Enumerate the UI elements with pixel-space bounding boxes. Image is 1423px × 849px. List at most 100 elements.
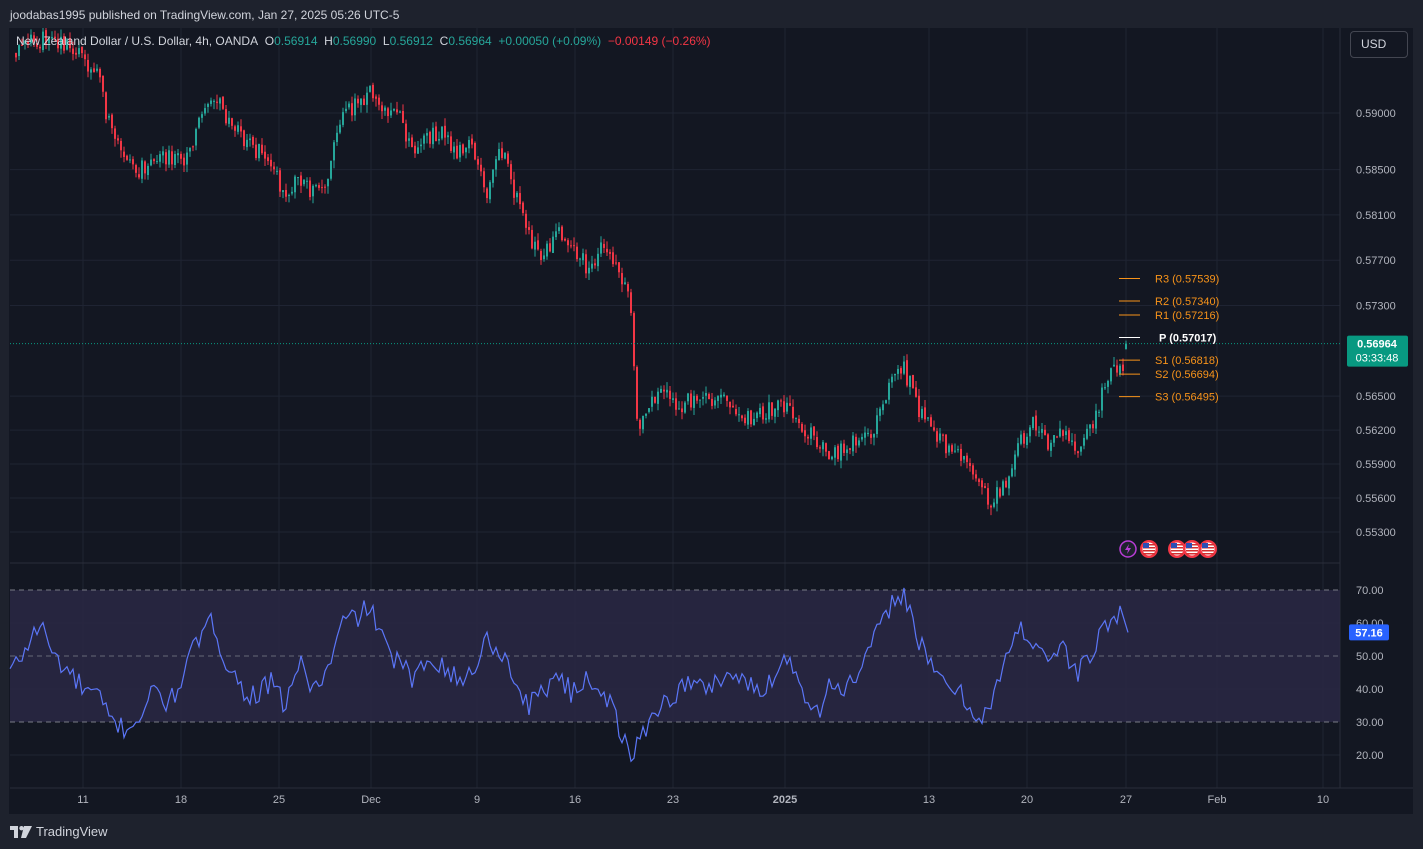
candle-body bbox=[1092, 424, 1094, 429]
candle-body bbox=[120, 140, 122, 151]
candle-body bbox=[507, 153, 509, 164]
candle-body bbox=[699, 399, 701, 401]
time-axis-tick: 13 bbox=[923, 794, 935, 806]
candle bbox=[786, 397, 788, 415]
candle bbox=[921, 406, 923, 420]
candle bbox=[1125, 340, 1127, 350]
candle-body bbox=[1005, 480, 1007, 488]
candle-body bbox=[183, 157, 185, 166]
candle-body bbox=[423, 135, 425, 144]
pivot-label-s3: S3 (0.56495) bbox=[1155, 392, 1219, 404]
candle-body bbox=[1122, 364, 1124, 371]
candle bbox=[54, 30, 56, 43]
candle-body bbox=[45, 30, 47, 44]
candle-body bbox=[912, 374, 914, 388]
candle bbox=[114, 125, 116, 147]
candle-body bbox=[477, 159, 479, 165]
candle bbox=[546, 240, 548, 260]
candle-body bbox=[384, 107, 386, 111]
us-flag-icon[interactable] bbox=[1183, 540, 1201, 558]
candle-body bbox=[207, 103, 209, 107]
candle-body bbox=[414, 145, 416, 154]
candle-body bbox=[651, 396, 653, 407]
candle-body bbox=[405, 123, 407, 142]
candle bbox=[504, 151, 506, 160]
candle bbox=[930, 414, 932, 427]
candle bbox=[609, 249, 611, 260]
candle bbox=[93, 62, 95, 73]
time-axis-tick: 16 bbox=[569, 794, 581, 806]
candle-body bbox=[801, 423, 803, 432]
rsi-axis-tick: 70.00 bbox=[1356, 585, 1384, 597]
candle-body bbox=[123, 151, 125, 157]
candle bbox=[870, 429, 872, 445]
us-flag-icon[interactable] bbox=[1140, 540, 1158, 558]
candle bbox=[831, 455, 833, 461]
candle-body bbox=[924, 407, 926, 420]
candle bbox=[690, 389, 692, 411]
candle bbox=[1071, 433, 1073, 446]
candle-body bbox=[435, 126, 437, 142]
candle-body bbox=[666, 389, 668, 393]
candle bbox=[135, 163, 137, 178]
pivot-level-name: R2 bbox=[1155, 296, 1169, 308]
candle bbox=[405, 119, 407, 149]
legend-close-value: 0.56964 bbox=[448, 34, 492, 48]
pivot-level-value: 0.57539 bbox=[1176, 273, 1216, 285]
last-price-tag-bg bbox=[1347, 335, 1408, 367]
currency-button[interactable]: USD bbox=[1350, 31, 1408, 58]
candle-body bbox=[633, 313, 635, 367]
candle bbox=[1104, 382, 1106, 390]
candle bbox=[354, 93, 356, 121]
candle-body bbox=[408, 138, 410, 141]
candle bbox=[927, 417, 929, 422]
candle-body bbox=[759, 407, 761, 415]
candle bbox=[309, 177, 311, 201]
tradingview-logo[interactable]: TradingView bbox=[10, 824, 108, 839]
candle bbox=[969, 458, 971, 472]
candle-body bbox=[396, 109, 398, 113]
candle bbox=[798, 415, 800, 429]
candle-body bbox=[228, 117, 230, 124]
candle bbox=[465, 147, 467, 159]
candle bbox=[27, 33, 29, 48]
candle-body bbox=[789, 403, 791, 406]
pivot-level-value: 0.56818 bbox=[1175, 355, 1215, 367]
candle-body bbox=[516, 192, 518, 198]
candle-body bbox=[654, 396, 656, 403]
candle bbox=[1041, 423, 1043, 440]
lightning-icon[interactable] bbox=[1119, 540, 1137, 558]
candle-body bbox=[909, 375, 911, 387]
economic-events[interactable] bbox=[1119, 540, 1217, 558]
candle bbox=[648, 407, 650, 414]
candle bbox=[411, 134, 413, 148]
candle-body bbox=[969, 463, 971, 466]
candle bbox=[60, 29, 62, 55]
candle-body bbox=[291, 191, 293, 194]
candle-body bbox=[840, 443, 842, 461]
legend-symbol[interactable]: New Zealand Dollar / U.S. Dollar, 4h, OA… bbox=[16, 34, 259, 48]
price-axis-tick: 0.59000 bbox=[1356, 108, 1396, 120]
candle-body bbox=[750, 410, 752, 425]
candle bbox=[756, 411, 758, 423]
candle bbox=[894, 373, 896, 382]
candle-body bbox=[387, 108, 389, 117]
candle bbox=[168, 145, 170, 168]
candle bbox=[42, 28, 44, 53]
candle bbox=[978, 477, 980, 487]
us-flag-icon[interactable] bbox=[1199, 540, 1217, 558]
candle-body bbox=[96, 68, 98, 71]
candle bbox=[861, 433, 863, 442]
candle bbox=[216, 94, 218, 110]
candle bbox=[174, 150, 176, 169]
pivot-level-value: 0.57017 bbox=[1173, 333, 1213, 345]
candle-body bbox=[981, 480, 983, 488]
candle bbox=[678, 401, 680, 410]
candle-body bbox=[432, 127, 434, 145]
candle-body bbox=[420, 144, 422, 147]
candle bbox=[477, 155, 479, 170]
pivot-level-name: P bbox=[1159, 333, 1166, 345]
us-flag-icon[interactable] bbox=[1168, 540, 1186, 558]
candle bbox=[777, 399, 779, 418]
